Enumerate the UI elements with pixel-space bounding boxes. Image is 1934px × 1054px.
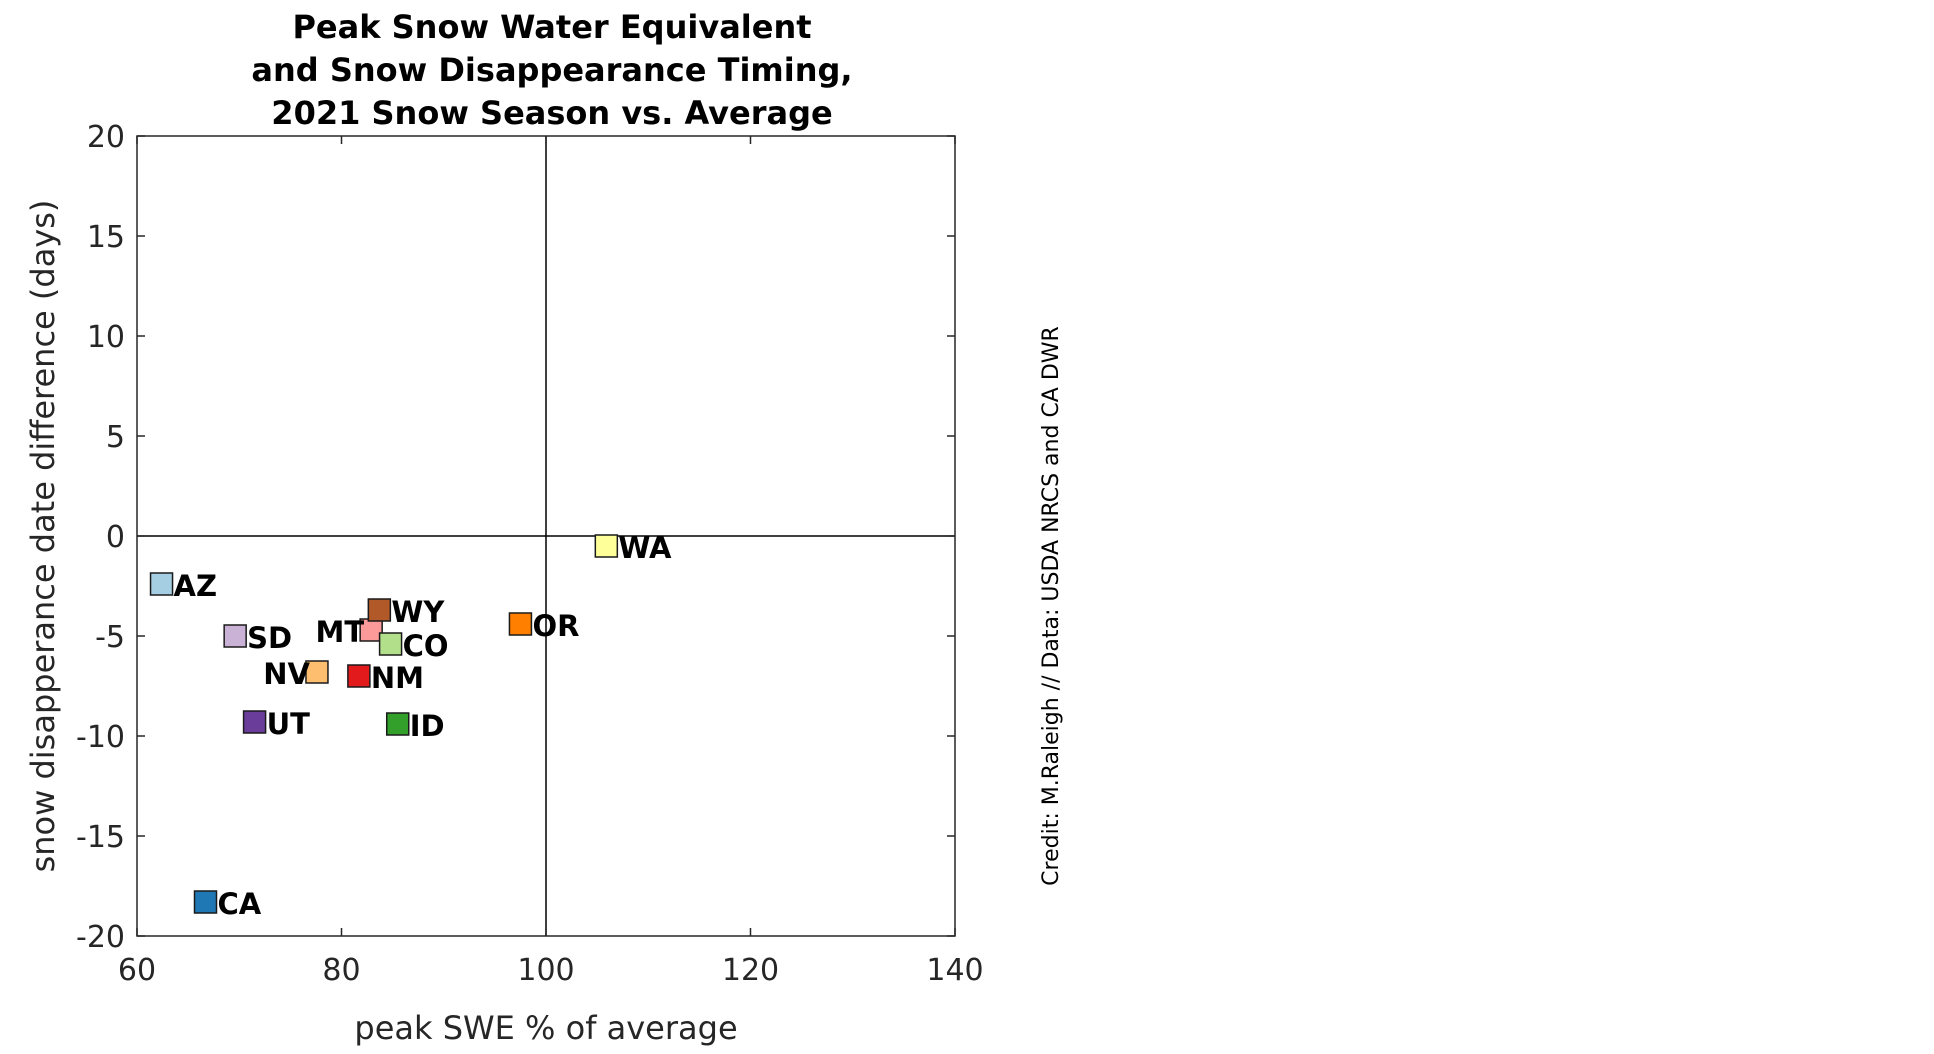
data-label-id: ID (410, 709, 445, 743)
data-point-az (149, 572, 174, 596)
x-tick-label: 100 (517, 953, 574, 988)
data-point-or (508, 612, 533, 636)
data-label-az: AZ (174, 569, 217, 603)
data-label-ca: CA (218, 887, 262, 921)
x-tick-label: 60 (118, 953, 156, 988)
y-tick-label: -15 (76, 820, 125, 855)
data-point-co (378, 632, 403, 656)
y-tick-label: -10 (76, 720, 125, 755)
data-label-wa: WA (618, 531, 672, 565)
y-tick-label: -20 (76, 920, 125, 955)
data-label-nm: NM (371, 661, 424, 695)
y-tick-label: 0 (106, 520, 125, 555)
data-point-nm (347, 664, 371, 688)
data-point-id (385, 712, 410, 736)
y-tick-label: 10 (87, 320, 125, 355)
y-axis-label: snow disapperance date difference (days) (24, 200, 62, 873)
x-tick-label: 120 (722, 953, 779, 988)
chart-title-line-2: and Snow Disappearance Timing, (251, 51, 852, 89)
data-label-co: CO (403, 629, 449, 663)
x-axis-label: peak SWE % of average (354, 1009, 737, 1047)
data-label-mt: MT (316, 615, 365, 649)
data-label-or: OR (532, 609, 579, 643)
x-tick-label: 80 (322, 953, 360, 988)
y-tick-label: 15 (87, 220, 125, 255)
chart-title-line-1: Peak Snow Water Equivalent (292, 8, 811, 46)
y-tick-label: 20 (87, 120, 125, 155)
data-label-nv: NV (263, 657, 310, 691)
y-tick-label: 5 (106, 420, 125, 455)
data-point-nv (305, 660, 329, 684)
data-point-ut (242, 710, 267, 734)
data-label-ut: UT (267, 707, 311, 741)
data-point-wy (367, 598, 392, 622)
data-point-ca (193, 890, 218, 914)
data-point-wa (594, 534, 619, 558)
credit-annotation: Credit: M.Raleigh // Data: USDA NRCS and… (1039, 326, 1064, 886)
data-point-sd (223, 624, 247, 648)
chart-title-line-3: 2021 Snow Season vs. Average (271, 94, 832, 132)
data-label-wy: WY (391, 595, 445, 629)
y-tick-label: -5 (95, 620, 125, 655)
x-tick-label: 140 (926, 953, 983, 988)
data-label-sd: SD (247, 621, 292, 655)
